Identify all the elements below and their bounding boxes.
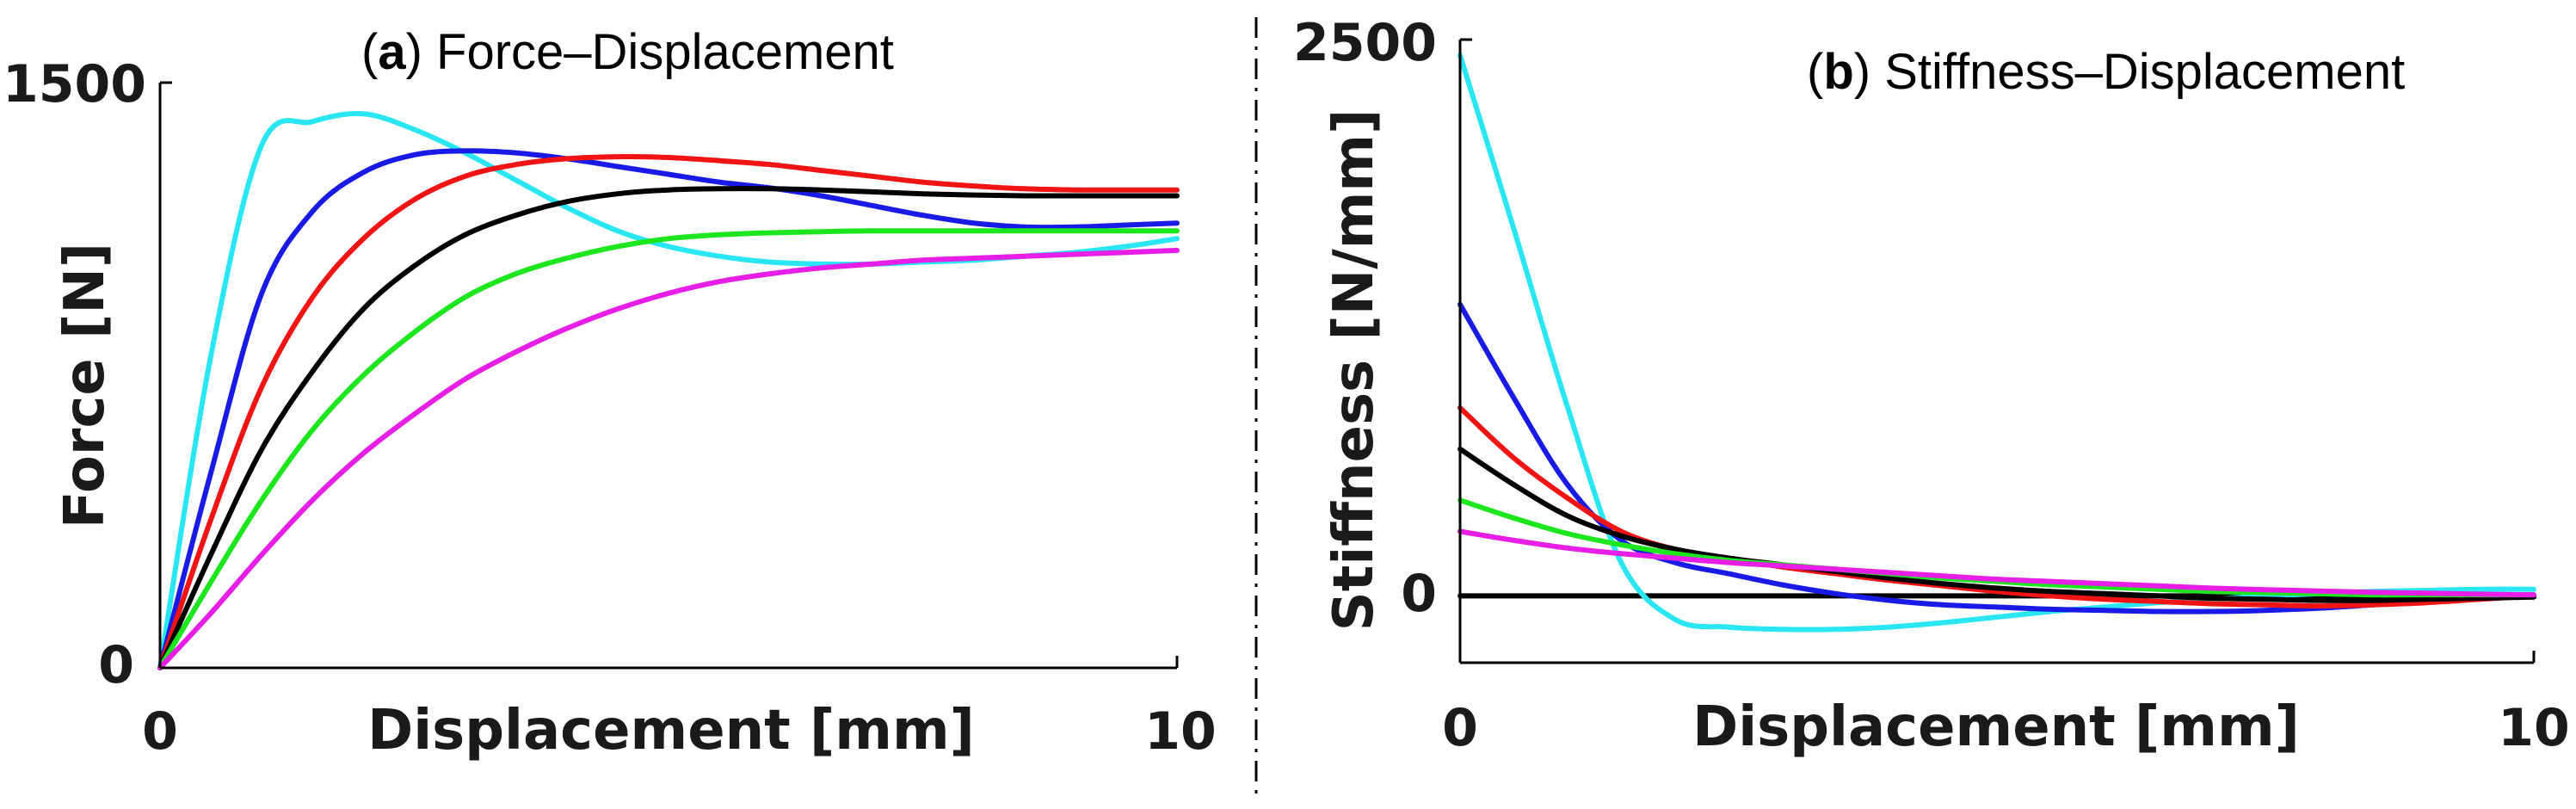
- panel-b-x-tick-label-max: 10: [2498, 698, 2570, 758]
- panel-a-title: (a) Force–Displacement: [361, 24, 894, 80]
- panel-b-y-axis-label: Stiffness [N/mm]: [1322, 109, 1386, 632]
- panel-a-series-red: [157, 154, 1180, 670]
- panel-a-x-axis-label: Displacement [mm]: [367, 699, 975, 763]
- panel-b-stiffness-displacement: (b) Stiffness–Displacement 2500 0 0 10 D…: [1293, 13, 2570, 759]
- panel-a-series-magenta: [157, 247, 1180, 670]
- panel-a-x-tick-label-min: 0: [142, 701, 178, 762]
- panel-a-force-displacement: (a) Force–Displacement 1500 0 0 10 Displ…: [3, 24, 1217, 763]
- panel-b-series-red: [1457, 404, 2536, 609]
- panel-a-series-blue: [157, 148, 1180, 670]
- panel-a-series-black: [157, 186, 1180, 670]
- panel-b-y-tick-label-max: 2500: [1293, 13, 1437, 73]
- panel-b-series-black: [1457, 446, 2536, 603]
- panel-b-x-tick-label-min: 0: [1442, 698, 1478, 758]
- panel-b-y-tick-label-zero: 0: [1401, 564, 1437, 624]
- panel-a-y-axis-label: Force [N]: [53, 243, 117, 528]
- panel-a-series-group: [157, 111, 1180, 670]
- panel-a-series-green: [157, 228, 1180, 670]
- panel-b-series-magenta: [1457, 528, 2536, 598]
- panel-b-title: (b) Stiffness–Displacement: [1807, 44, 2405, 100]
- panel-a-x-tick-label-max: 10: [1144, 701, 1217, 762]
- panel-b-x-axis-label: Displacement [mm]: [1692, 695, 2300, 759]
- panel-a-y-tick-label-max: 1500: [3, 54, 146, 114]
- panel-b-series-group: [1457, 52, 2536, 633]
- panel-a-y-tick-label-min: 0: [98, 635, 134, 695]
